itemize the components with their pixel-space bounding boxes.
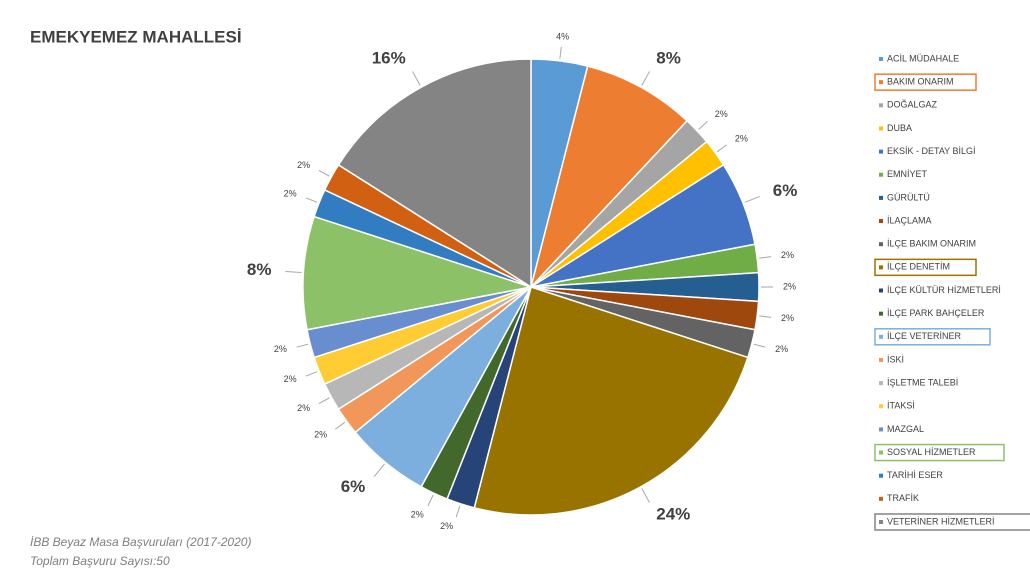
data-label: 2% bbox=[781, 313, 794, 323]
leader-line bbox=[455, 505, 461, 518]
data-label: 8% bbox=[656, 49, 681, 68]
data-label: 4% bbox=[556, 31, 569, 41]
legend-label: İLÇE VETERİNER bbox=[887, 331, 962, 341]
data-label: 2% bbox=[775, 344, 788, 354]
legend-label: İTAKSİ bbox=[887, 401, 915, 411]
footnote: Toplam Başvuru Sayısı:50 bbox=[30, 554, 170, 568]
legend-marker bbox=[879, 219, 883, 224]
leader-line bbox=[753, 343, 766, 348]
legend-label: İŞLETME TALEBİ bbox=[887, 377, 958, 387]
legend-marker bbox=[879, 311, 883, 316]
legend-marker bbox=[879, 427, 883, 432]
leader-line bbox=[427, 494, 434, 507]
data-label: 2% bbox=[284, 189, 297, 199]
data-label: 2% bbox=[783, 281, 796, 291]
legend-label: EMNİYET bbox=[887, 169, 928, 179]
legend-label: İLÇE BAKIM ONARIM bbox=[887, 239, 976, 249]
pie-slice bbox=[530, 65, 689, 288]
leader-line bbox=[305, 371, 318, 377]
leader-line bbox=[759, 256, 772, 259]
legend-marker bbox=[879, 334, 883, 339]
legend-marker bbox=[879, 103, 883, 108]
legend-highlight bbox=[874, 328, 991, 346]
legend-label: İLÇE KÜLTÜR HİZMETLERİ bbox=[887, 285, 1001, 295]
legend-label: DOĞALGAZ bbox=[887, 100, 938, 110]
legend-label: VETERİNER HİZMETLERİ bbox=[887, 516, 995, 526]
data-label: 2% bbox=[297, 160, 310, 170]
leader-line bbox=[373, 463, 385, 477]
leader-line bbox=[334, 421, 346, 430]
footnote: İBB Beyaz Masa Başvuruları (2017-2020) bbox=[30, 535, 251, 549]
leader-line bbox=[318, 397, 330, 405]
leader-line bbox=[716, 144, 728, 153]
leader-line bbox=[305, 197, 318, 203]
pie-slice bbox=[302, 215, 532, 331]
legend-label: İLÇE PARK BAHÇELER bbox=[887, 308, 985, 318]
legend-label: İLÇE DENETİM bbox=[887, 262, 950, 272]
data-label: 2% bbox=[314, 429, 327, 439]
pie-slice bbox=[337, 58, 532, 289]
legend-marker bbox=[879, 381, 883, 386]
legend-marker bbox=[879, 404, 883, 409]
data-label: 2% bbox=[297, 403, 310, 413]
data-label: 6% bbox=[341, 477, 366, 496]
legend-marker bbox=[879, 288, 883, 293]
data-label: 2% bbox=[274, 344, 287, 354]
legend-label: MAZGAL bbox=[887, 424, 924, 434]
data-label: 2% bbox=[715, 109, 728, 119]
legend-marker bbox=[879, 496, 883, 501]
leader-line bbox=[412, 71, 421, 86]
data-label: 24% bbox=[656, 504, 690, 523]
legend-marker bbox=[879, 149, 883, 154]
leader-line bbox=[641, 71, 650, 86]
legend-label: TRAFİK bbox=[887, 493, 919, 503]
legend-marker bbox=[879, 172, 883, 177]
legend-marker bbox=[879, 473, 883, 478]
legend-marker bbox=[879, 80, 883, 85]
legend-marker bbox=[879, 450, 883, 455]
legend-label: İSKİ bbox=[887, 354, 904, 364]
data-label: 2% bbox=[411, 509, 424, 519]
data-label: 16% bbox=[372, 49, 406, 68]
leader-line bbox=[285, 271, 302, 274]
data-label: 8% bbox=[247, 260, 272, 279]
data-label: 2% bbox=[735, 133, 748, 143]
legend-label: İLAÇLAMA bbox=[887, 215, 932, 225]
pie-slice bbox=[473, 286, 749, 516]
data-label: 6% bbox=[773, 181, 798, 200]
legend-highlight bbox=[874, 443, 1005, 462]
data-label: 2% bbox=[440, 521, 453, 531]
leader-line bbox=[559, 46, 562, 59]
legend-label: SOSYAL HİZMETLER bbox=[887, 447, 976, 457]
legend-marker bbox=[879, 57, 883, 61]
legend-highlight bbox=[874, 73, 977, 91]
legend-label: GÜRÜLTÜ bbox=[887, 192, 930, 202]
leader-line bbox=[698, 120, 708, 130]
chart-title: EMEKYEMEZ MAHALLESİ bbox=[30, 27, 242, 46]
legend-marker bbox=[879, 195, 883, 200]
legend-highlight bbox=[874, 513, 1030, 531]
data-label: 2% bbox=[781, 250, 794, 260]
data-label: 2% bbox=[284, 374, 297, 384]
legend-label: TARİHİ ESER bbox=[887, 470, 943, 480]
legend-marker bbox=[879, 265, 883, 270]
legend-label: DUBA bbox=[887, 123, 912, 133]
legend-label: ACİL MÜDAHALE bbox=[887, 53, 959, 63]
legend-marker bbox=[879, 520, 883, 524]
leader-line bbox=[641, 488, 650, 503]
legend-highlight bbox=[874, 258, 977, 277]
legend-label: EKSİK - DETAY BİLGİ bbox=[887, 146, 976, 156]
legend-label: BAKIM ONARIM bbox=[887, 77, 954, 87]
leader-line bbox=[759, 315, 772, 318]
leader-line bbox=[318, 169, 330, 177]
leader-line bbox=[296, 343, 309, 348]
legend-marker bbox=[879, 126, 883, 131]
legend-marker bbox=[879, 242, 883, 247]
legend-marker bbox=[879, 357, 883, 362]
leader-line bbox=[744, 195, 760, 203]
